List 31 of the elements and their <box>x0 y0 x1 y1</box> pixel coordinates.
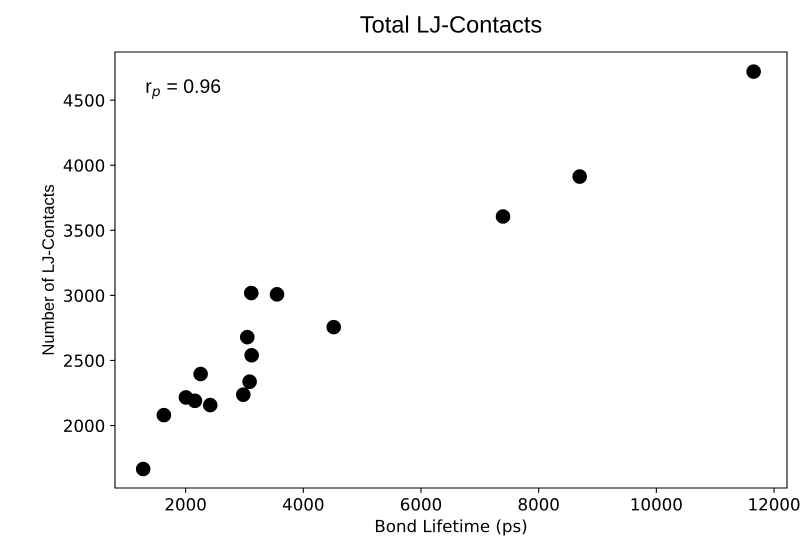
y-axis-title: Number of LJ-Contacts <box>42 184 54 354</box>
point <box>236 387 251 402</box>
point <box>244 286 259 300</box>
x-tick-label: 10000 <box>632 498 682 511</box>
point <box>326 320 342 334</box>
y-tick-label: 3500 <box>64 224 104 237</box>
point <box>572 169 587 184</box>
x-tick-label: 8000 <box>518 498 559 511</box>
x-tick-label: 6000 <box>400 498 442 511</box>
y-tick-label: 2000 <box>64 419 104 432</box>
point <box>244 348 259 363</box>
point <box>496 209 510 224</box>
annotation: r$_{p}$ = 0.96 <box>146 79 220 99</box>
point <box>193 366 208 382</box>
point <box>202 398 218 412</box>
chart-title: Total LJ-Contacts <box>360 15 542 33</box>
point <box>746 64 761 79</box>
point <box>136 462 150 476</box>
point <box>156 408 172 422</box>
y-tick-label: 3000 <box>64 289 104 302</box>
y-tick-label: 4500 <box>64 94 104 107</box>
y-tick-label: 2500 <box>64 354 104 368</box>
x-tick-label: 2000 <box>166 498 206 511</box>
x-axis-title: Bond Lifetime (ps) <box>376 519 526 536</box>
point <box>240 330 255 344</box>
point <box>270 287 284 302</box>
y-tick-label: 4000 <box>64 159 104 172</box>
x-tick-label: 12000 <box>749 498 800 511</box>
point <box>188 394 202 408</box>
x-tick-label: 4000 <box>282 498 324 511</box>
point <box>242 374 257 389</box>
